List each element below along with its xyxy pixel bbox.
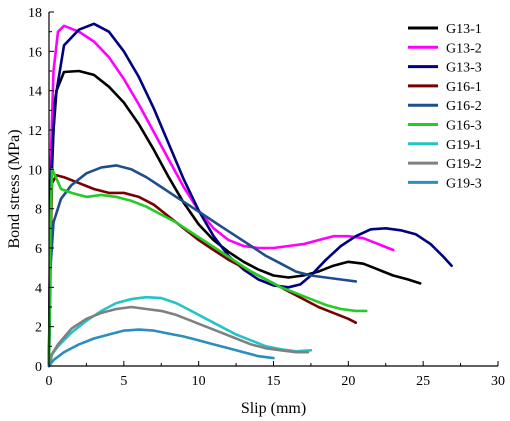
x-tick-label: 25 [416, 374, 430, 389]
legend-label-g16-2: G16-2 [446, 99, 482, 114]
axes-layer: 0 5 10 15 20 25 30 0 2 4 6 8 10 12 14 16 18 [28, 6, 505, 389]
legend-label-g19-1: G19-1 [446, 138, 482, 153]
series-line-g16-2 [47, 164, 358, 368]
legend-label-g13-3: G13-3 [446, 61, 482, 76]
x-tick-label: 30 [491, 374, 505, 389]
y-tick-label: 4 [35, 281, 42, 296]
y-tick-label: 16 [28, 45, 42, 60]
legend-label-g13-1: G13-1 [446, 22, 482, 37]
x-tick-label: 20 [341, 374, 355, 389]
series-line-g19-2 [47, 305, 310, 368]
x-tick-label: 10 [192, 374, 206, 389]
legend-label-g19-2: G19-2 [446, 157, 482, 172]
series-line-g16-3 [47, 168, 368, 368]
y-tick-label: 6 [35, 242, 42, 257]
legend-label-g16-3: G16-3 [446, 119, 482, 134]
series-line-g19-1 [47, 295, 313, 368]
y-tick-label: 0 [35, 360, 42, 375]
x-tick-label: 0 [46, 374, 53, 389]
series-line-g13-3 [47, 22, 453, 368]
y-tick-label: 12 [28, 124, 42, 139]
series-line-g13-1 [47, 69, 422, 368]
y-axis-title: Bond stress (MPa) [6, 129, 23, 248]
y-tick-label: 2 [35, 321, 42, 336]
x-axis-title: Slip (mm) [241, 400, 306, 417]
y-tick-label: 10 [28, 163, 42, 178]
legend-label-g19-3: G19-3 [446, 176, 482, 191]
y-tick-label: 18 [28, 6, 42, 21]
series-layer [47, 22, 453, 368]
y-tick-label: 14 [28, 85, 42, 100]
legend-label-g16-1: G16-1 [446, 80, 482, 95]
x-tick-label: 5 [120, 374, 127, 389]
legend: G13-1 G13-2 G13-3 G16-1 G16-2 G16-3 G19-1 G19-2… [408, 22, 482, 191]
series-line-g19-3 [47, 328, 275, 368]
legend-label-g13-2: G13-2 [446, 41, 482, 56]
y-tick-label: 8 [35, 203, 42, 218]
x-tick-label: 15 [267, 374, 281, 389]
